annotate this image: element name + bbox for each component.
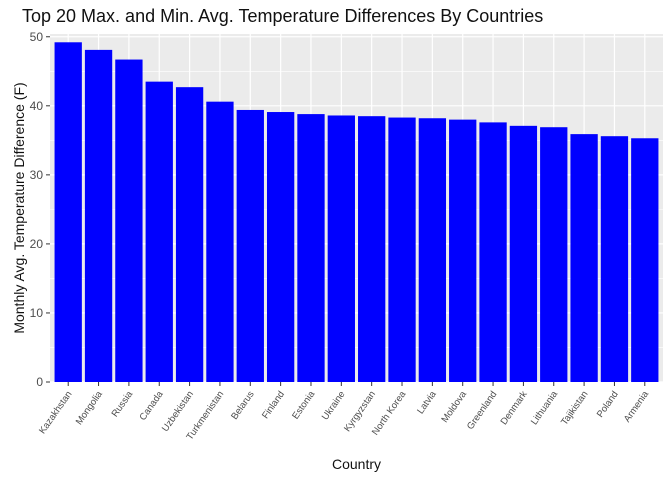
bar-poland <box>600 136 629 382</box>
x-tick-label: Latvia <box>415 389 439 417</box>
y-tick-label: 20 <box>30 237 44 251</box>
bar-ukraine <box>327 115 355 382</box>
x-axis-ticks: Kazakhstan Mongolia Russia CanadaUzbekistan… <box>37 382 652 442</box>
bar-kyrgyzstan <box>358 116 386 383</box>
x-tick-label: Denmark <box>499 389 530 427</box>
chart-title: Top 20 Max. and Min. Avg. Temperature Di… <box>22 6 544 26</box>
bar-greenland <box>479 122 507 382</box>
bar-moldova <box>449 119 477 382</box>
bar-estonia <box>297 114 325 382</box>
x-tick-label: Greenland <box>465 389 499 432</box>
x-tick-label: Armenia <box>622 389 652 425</box>
x-tick-label: Canada <box>137 389 166 423</box>
y-tick-label: 40 <box>30 99 44 113</box>
bar-denmark <box>509 125 538 382</box>
x-tick-label: Tajikistan <box>559 389 590 427</box>
x-tick-label: Kazakhstan <box>37 389 74 436</box>
y-tick-label: 10 <box>30 306 44 320</box>
bar-tajikistan <box>570 134 598 382</box>
x-tick-label: Mongolia <box>74 389 106 427</box>
y-tick-label: 50 <box>30 30 44 44</box>
bar-canada <box>145 81 173 383</box>
x-tick-label: Moldova <box>439 389 469 425</box>
bar-latvia <box>418 118 447 382</box>
x-tick-label: Lithuania <box>529 389 561 427</box>
bar-russia <box>115 59 143 383</box>
bars <box>54 42 659 383</box>
x-axis-title: Country <box>332 456 381 472</box>
x-tick-label: Ukraine <box>320 389 348 422</box>
x-tick-label: Estonia <box>290 389 318 422</box>
bar-belarus <box>236 109 264 382</box>
bar-kazakhstan <box>54 42 82 383</box>
y-axis-title: Monthly Avg. Temperature Difference (F) <box>11 82 27 333</box>
bar-uzbekistan <box>175 87 204 383</box>
bar-turkmenistan <box>206 101 234 383</box>
bar-lithuania <box>540 127 568 382</box>
x-tick-label: Finland <box>260 389 287 421</box>
bar-north-korea <box>388 117 416 383</box>
x-tick-label: Russia <box>110 389 136 420</box>
bar-mongolia <box>84 49 113 382</box>
x-tick-label: Poland <box>595 389 621 420</box>
y-tick-label: 0 <box>36 375 43 389</box>
bar-armenia <box>631 138 659 382</box>
x-tick-label: Belarus <box>229 389 257 422</box>
y-tick-label: 30 <box>30 168 44 182</box>
bar-finland <box>266 112 295 383</box>
y-axis-ticks: 0 10 20 30 40 50 <box>30 30 50 389</box>
